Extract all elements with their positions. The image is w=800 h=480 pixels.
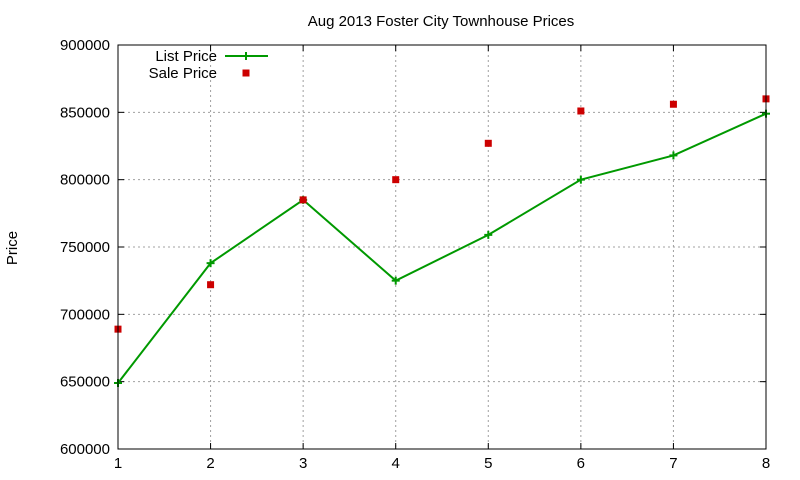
sale-price-point [207, 281, 215, 289]
plot-frame [117, 44, 767, 450]
x-tick-label: 5 [484, 455, 492, 472]
list-price-point [206, 259, 215, 268]
plot-area [114, 95, 770, 388]
legend-marker-sale-price [242, 69, 250, 77]
y-tick-label: 800000 [60, 172, 110, 189]
y-axis-label: Price [4, 231, 21, 265]
y-tick-label: 750000 [60, 239, 110, 256]
x-tick-label: 7 [669, 455, 677, 472]
sale-price-point [299, 196, 307, 204]
x-tick-label: 6 [577, 455, 585, 472]
list-price-point [484, 230, 493, 239]
sale-price-point [577, 107, 585, 115]
axis-ticks: 600000 650000 700000 750000 800000 850000 9000… [60, 37, 770, 472]
legend-label-sale-price: Sale Price [149, 65, 217, 82]
list-price-point [576, 175, 585, 184]
x-tick-label: 4 [392, 455, 400, 472]
y-tick-label: 900000 [60, 37, 110, 54]
y-tick-label: 700000 [60, 306, 110, 323]
list-price-point [669, 151, 678, 160]
legend-label-list-price: List Price [155, 48, 217, 65]
x-tick-label: 8 [762, 455, 770, 472]
chart-title: Aug 2013 Foster City Townhouse Prices [308, 13, 575, 30]
x-tick-label: 1 [114, 455, 122, 472]
y-tick-label: 850000 [60, 104, 110, 121]
list-price-line [117, 112, 767, 384]
legend-marker-list-price [242, 52, 250, 60]
x-tick-label: 2 [206, 455, 214, 472]
list-price-point [391, 276, 400, 285]
grid-lines [118, 45, 766, 449]
sale-price-point [392, 176, 400, 184]
y-tick-label: 650000 [60, 374, 110, 391]
sale-price-point [484, 139, 492, 147]
sale-price-point [669, 100, 677, 108]
y-tick-label: 600000 [60, 441, 110, 458]
x-tick-label: 3 [299, 455, 307, 472]
